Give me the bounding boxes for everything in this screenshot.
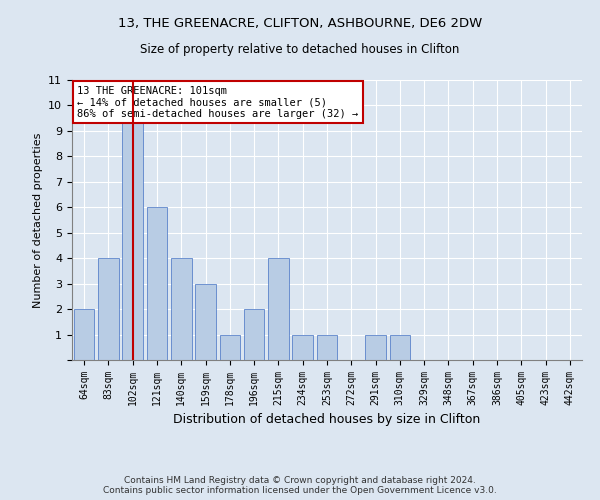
Bar (195, 284, 216, 360)
Bar (389, 334, 410, 360)
Bar (292, 334, 313, 360)
Bar (122, 106, 143, 360)
Bar (74, 309, 94, 360)
Bar (220, 334, 240, 360)
Text: Size of property relative to detached houses in Clifton: Size of property relative to detached ho… (140, 42, 460, 56)
Text: 13 THE GREENACRE: 101sqm
← 14% of detached houses are smaller (5)
86% of semi-de: 13 THE GREENACRE: 101sqm ← 14% of detach… (77, 86, 358, 119)
Bar (244, 309, 265, 360)
Y-axis label: Number of detached properties: Number of detached properties (33, 132, 43, 308)
Bar (365, 334, 386, 360)
Bar (317, 334, 337, 360)
Text: Contains HM Land Registry data © Crown copyright and database right 2024.
Contai: Contains HM Land Registry data © Crown c… (103, 476, 497, 495)
Bar (98, 258, 119, 360)
X-axis label: Distribution of detached houses by size in Clifton: Distribution of detached houses by size … (173, 414, 481, 426)
Text: 13, THE GREENACRE, CLIFTON, ASHBOURNE, DE6 2DW: 13, THE GREENACRE, CLIFTON, ASHBOURNE, D… (118, 18, 482, 30)
Bar (146, 208, 167, 360)
Bar (171, 258, 191, 360)
Bar (268, 258, 289, 360)
